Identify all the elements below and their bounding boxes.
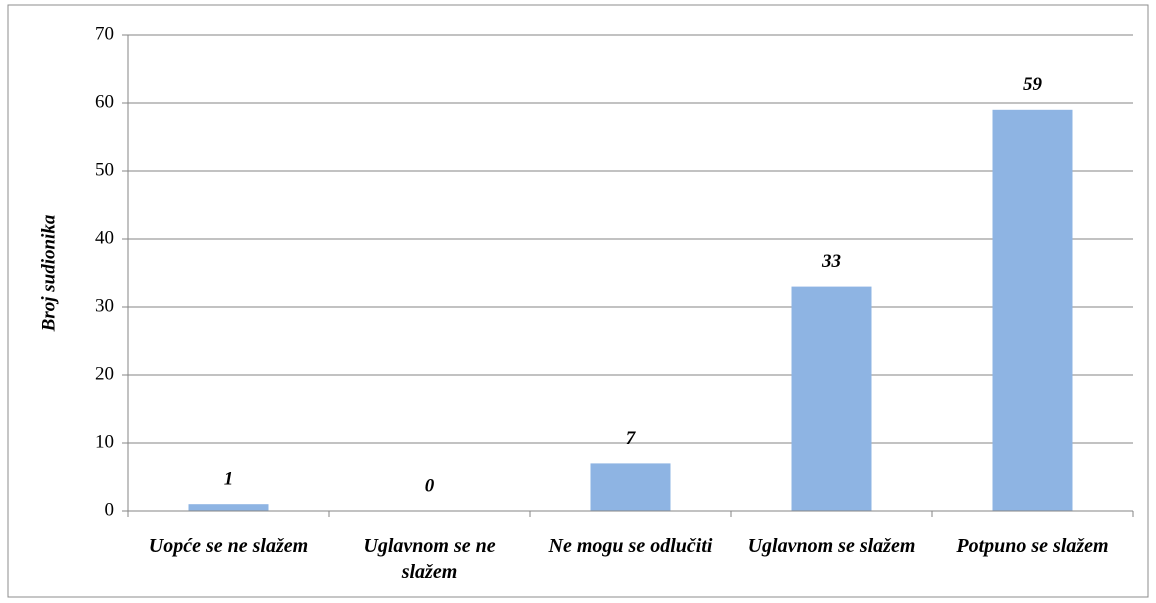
x-tick-label: Ne mogu se odlučiti (548, 535, 713, 557)
y-tick-label: 40 (95, 227, 114, 248)
bar (590, 463, 671, 511)
x-tick-label: Uopće se ne slažem (148, 535, 309, 557)
y-tick-label: 20 (95, 363, 114, 384)
data-label: 0 (425, 475, 435, 496)
data-label: 59 (1023, 74, 1043, 95)
y-tick-label: 30 (95, 295, 114, 316)
bar (188, 504, 269, 511)
y-tick-label: 50 (95, 159, 114, 180)
bar (791, 286, 872, 511)
x-tick-label: Uglavnom se ne slažem (363, 535, 496, 583)
y-tick-label: 0 (105, 499, 115, 520)
data-label: 7 (626, 428, 637, 449)
x-tick-label: Potpuno se slažem (956, 535, 1109, 557)
data-label: 1 (224, 469, 234, 490)
x-tick-label: Uglavnom se slažem (747, 535, 916, 557)
chart-border (7, 4, 1149, 598)
y-axis-label: Broj sudionika (38, 214, 59, 332)
data-label: 33 (821, 251, 841, 272)
y-tick-label: 70 (95, 23, 114, 44)
y-tick-label: 60 (95, 91, 114, 112)
bar (992, 109, 1073, 512)
y-tick-label: 10 (95, 431, 114, 452)
